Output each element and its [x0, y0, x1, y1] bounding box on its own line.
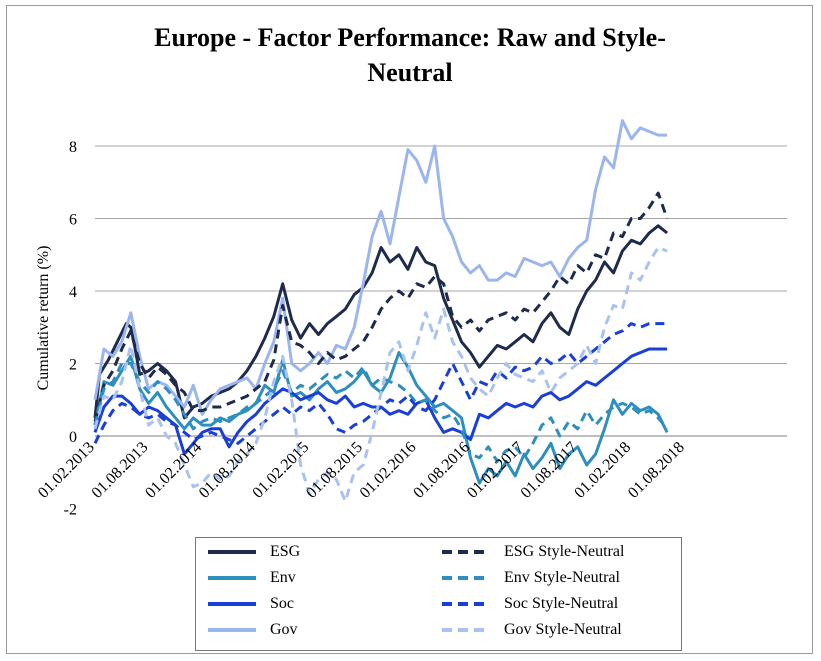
y-tick-label: 2	[69, 357, 77, 374]
legend-swatch	[208, 550, 256, 554]
legend-swatch	[442, 576, 490, 580]
legend-swatch	[208, 576, 256, 580]
legend-item: ESG Style-Neutral	[442, 540, 624, 564]
x-tick-label: 01.08.2018	[625, 439, 688, 502]
x-tick-label: 01.02.2015	[249, 439, 312, 502]
y-tick-label: 8	[69, 139, 77, 156]
y-tick-label: 6	[69, 212, 77, 229]
x-tick-label: 01.08.2015	[303, 439, 366, 502]
legend-item: ESG	[208, 540, 300, 564]
chart-title: Europe - Factor Performance: Raw and Sty…	[154, 23, 666, 87]
legend-item: Gov Style-Neutral	[442, 618, 622, 642]
series-line-soc-style-neutral	[93, 322, 668, 445]
y-tick-label: 4	[69, 284, 77, 301]
legend-item: Env	[208, 566, 296, 590]
x-tick-label: 01.02.2016	[357, 439, 420, 502]
series-line-env-style-neutral	[93, 362, 669, 463]
series-line-gov-style-neutral	[93, 246, 668, 503]
legend-swatch	[442, 628, 490, 632]
legend-item: Env Style-Neutral	[442, 566, 620, 590]
x-tick-label: 01.02.2013	[35, 439, 98, 502]
legend-swatch	[442, 550, 490, 554]
gridlines	[95, 145, 787, 364]
legend-item: Soc Style-Neutral	[442, 592, 618, 616]
legend-swatch	[208, 602, 256, 606]
x-tick-label: 01.08.2016	[410, 439, 473, 502]
y-tick-label: 0	[69, 429, 77, 446]
x-tick-label: 01.08.2013	[89, 439, 152, 502]
legend-label: ESG	[270, 543, 301, 560]
legend-label: Soc Style-Neutral	[504, 595, 619, 612]
legend-item: Gov	[208, 618, 298, 642]
x-tick-label: 01.08.2014	[196, 439, 259, 502]
legend: ESG ESG Style-Neutral Env Env Style-Neutral…	[195, 537, 682, 651]
legend-swatch	[442, 602, 490, 606]
legend-item: Soc	[208, 592, 294, 616]
series-line-gov	[93, 119, 668, 416]
series-line-esg	[93, 224, 669, 420]
series-line-esg-style-neutral	[93, 191, 669, 422]
legend-label: Soc	[270, 595, 294, 612]
legend-label: Env	[270, 569, 296, 586]
legend-label: ESG Style-Neutral	[504, 543, 625, 560]
x-tick-label: 01.02.2014	[142, 439, 205, 502]
x-tick-label: 01.02.2018	[571, 439, 634, 502]
legend-label: Gov Style-Neutral	[504, 621, 622, 638]
y-tick-label: -2	[64, 502, 77, 519]
legend-label: Gov	[270, 621, 298, 638]
legend-label: Env Style-Neutral	[504, 569, 620, 586]
legend-swatch	[208, 628, 256, 632]
y-axis-title: Cumulative return (%)	[35, 246, 52, 391]
series-lines	[93, 119, 669, 503]
